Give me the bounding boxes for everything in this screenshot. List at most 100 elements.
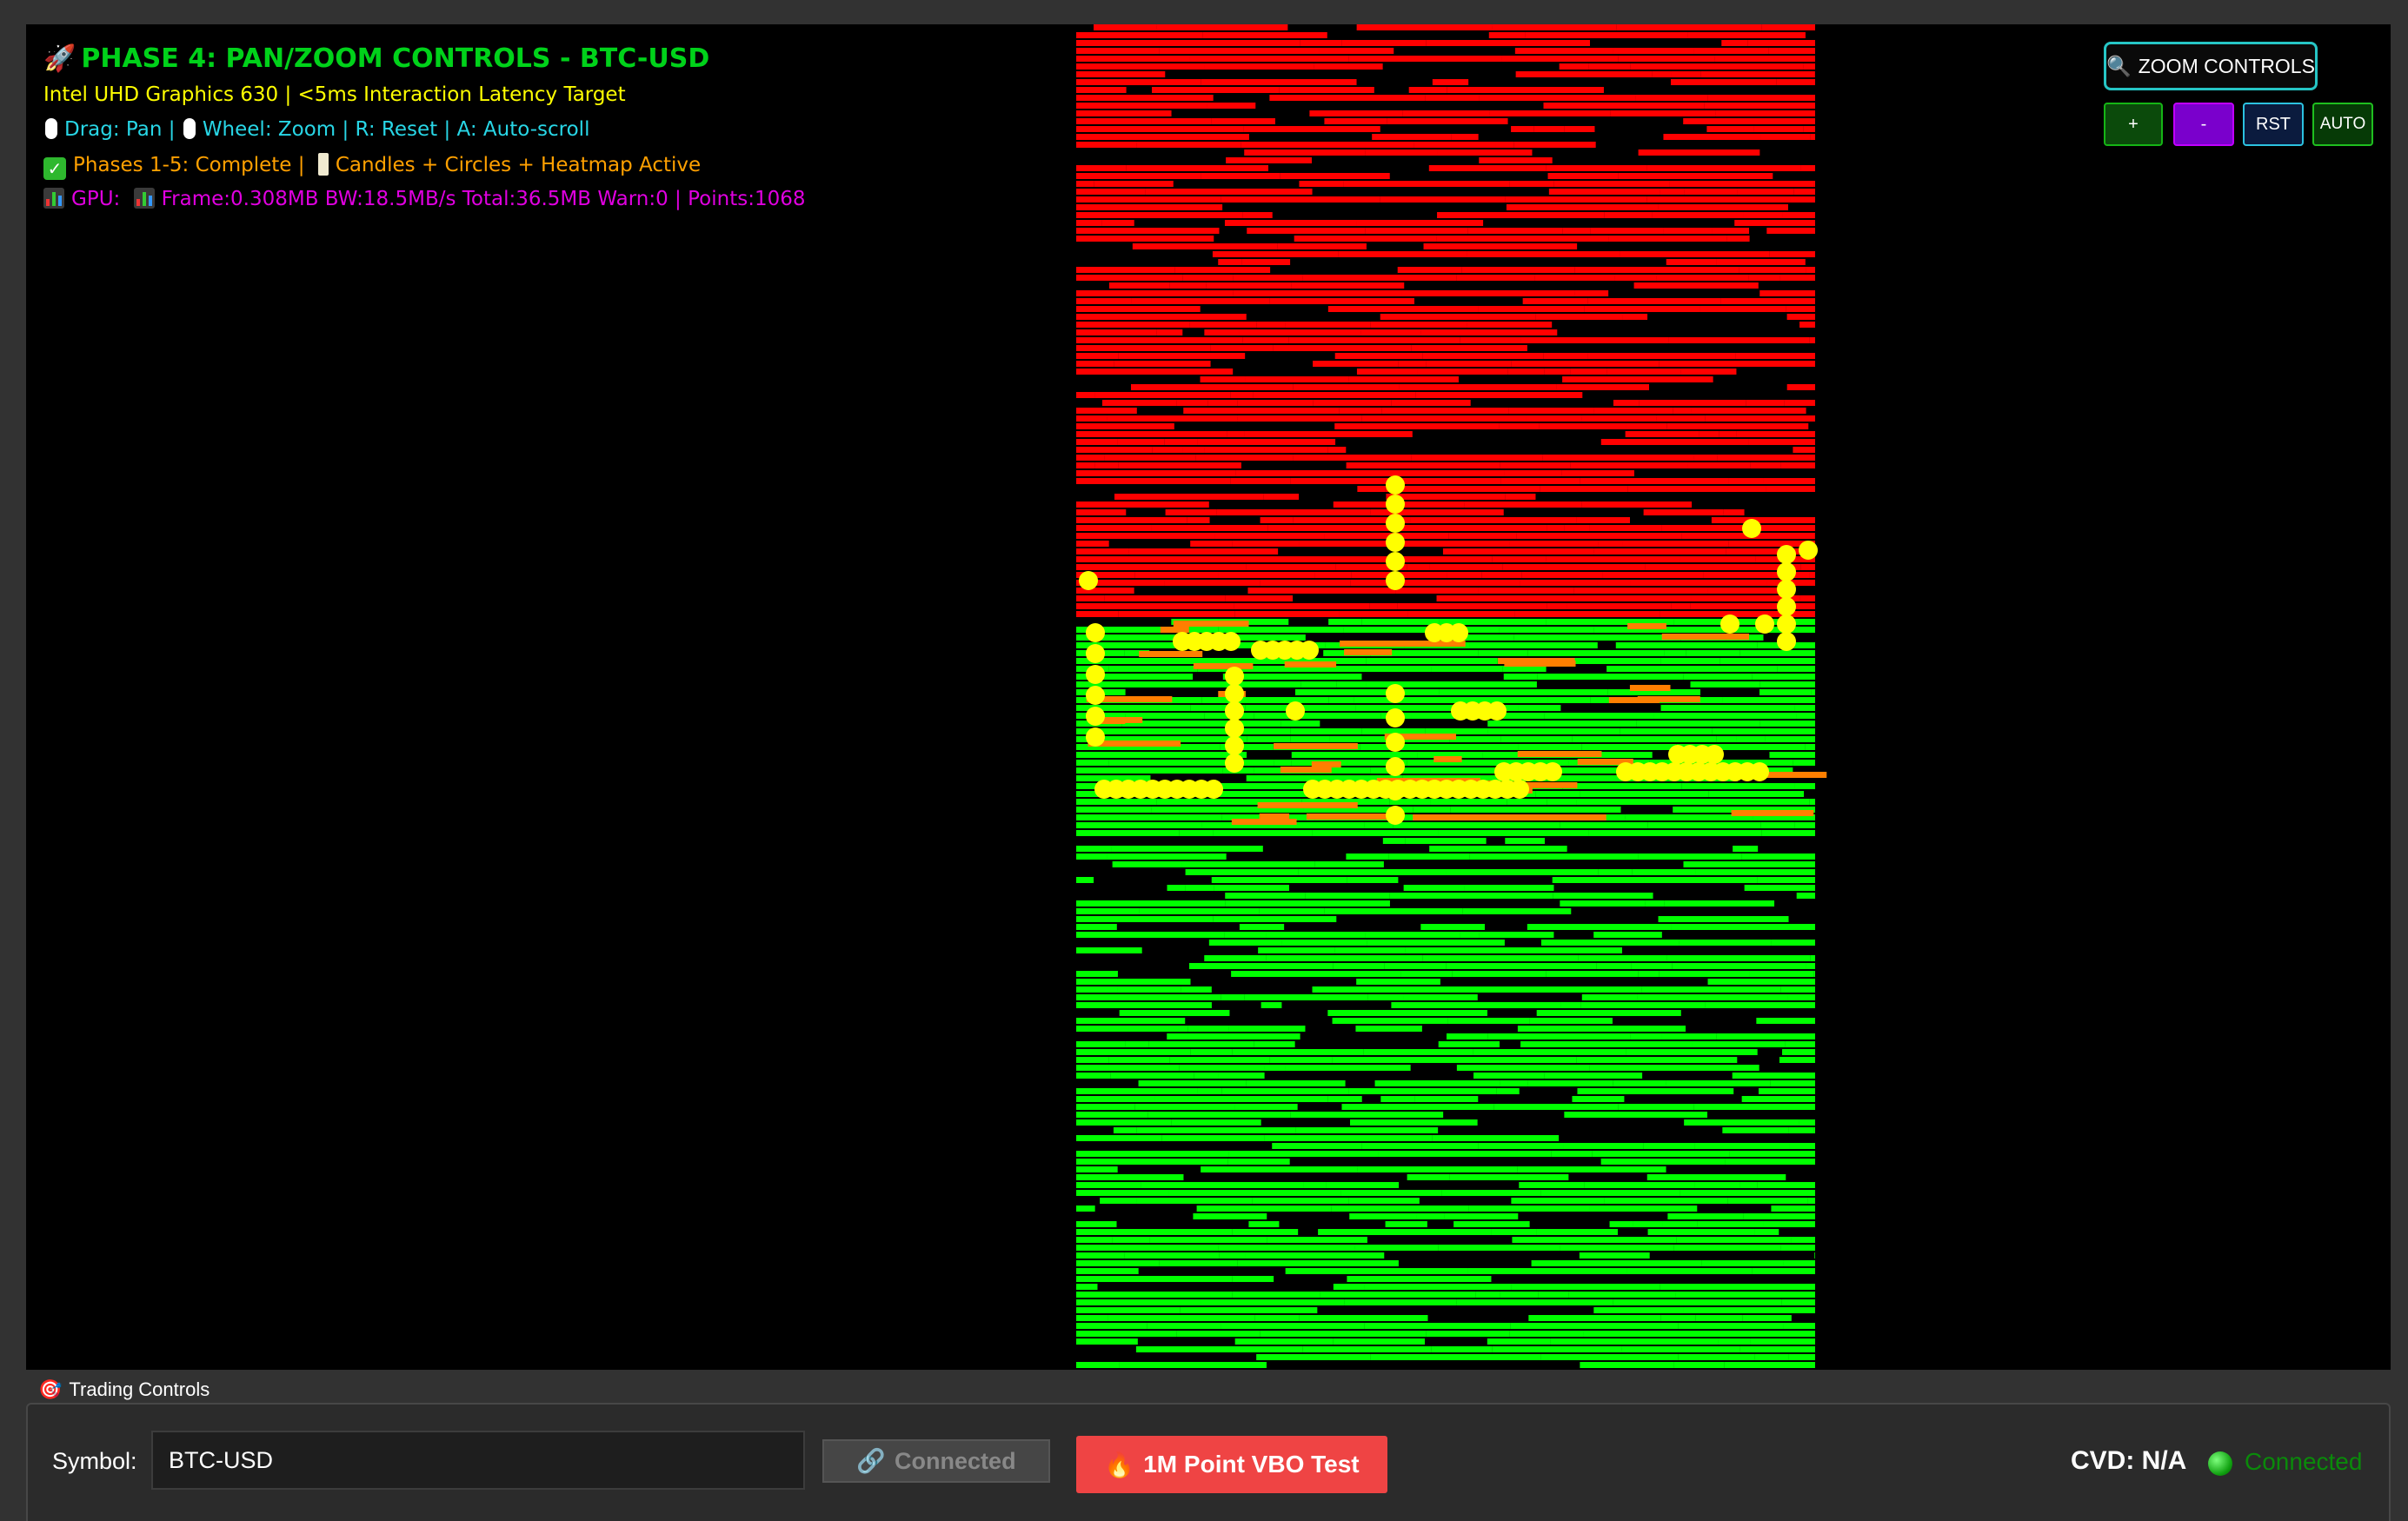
vbo-test-button[interactable]: 🔥 1M Point VBO Test (1076, 1436, 1387, 1493)
connect-button[interactable]: 🔗 Connected (822, 1439, 1050, 1483)
bid-level (1426, 1331, 1510, 1337)
bid-level (1733, 846, 1759, 852)
ask-level (1076, 329, 1157, 335)
bid-level (1604, 1198, 1728, 1204)
bid-level (1107, 853, 1227, 860)
bid-level (1701, 1260, 1784, 1266)
symbol-input[interactable] (151, 1431, 805, 1490)
ask-level (1348, 56, 1502, 62)
ask-level (1588, 63, 1631, 70)
bid-level (1370, 767, 1511, 774)
ask-level (1076, 509, 1127, 515)
bid-level (1232, 1292, 1320, 1298)
ask-level (1737, 189, 1794, 195)
bid-level (1536, 1229, 1618, 1235)
bid-level (1354, 697, 1403, 703)
bid-level (1367, 994, 1404, 1000)
bid-level (1757, 877, 1815, 883)
ask-level (1104, 455, 1196, 461)
zoom-reset-button[interactable]: RST (2243, 103, 2304, 146)
ask-level (1691, 408, 1806, 414)
bid-level (1716, 736, 1737, 742)
bid-level (1167, 885, 1186, 891)
bid-level (1632, 869, 1696, 875)
ask-level (1660, 611, 1815, 617)
trade-circle (1386, 684, 1405, 703)
bid-level (1076, 1331, 1177, 1337)
ask-level (1187, 517, 1210, 523)
bid-level (1355, 705, 1472, 711)
ask-level (1269, 95, 1426, 101)
ask-level (1461, 267, 1575, 273)
orderbook-heatmap[interactable] (26, 24, 2391, 1370)
ask-level (1190, 541, 1233, 547)
ask-level (1356, 369, 1418, 375)
bid-level (1405, 838, 1487, 844)
mid-level (1725, 772, 1827, 778)
ask-level (1159, 48, 1320, 54)
ask-level (1547, 525, 1565, 531)
bid-level (1139, 908, 1260, 914)
trade-circle (1705, 745, 1724, 764)
ask-level (1397, 556, 1493, 562)
bid-level (1403, 885, 1465, 891)
bid-level (1259, 908, 1325, 914)
bid-level (1678, 1323, 1784, 1329)
ask-level (1221, 196, 1380, 203)
ask-level (1600, 439, 1749, 445)
ask-level (1152, 87, 1280, 93)
trade-circle (1300, 641, 1319, 660)
mid-level (1088, 741, 1181, 747)
bid-level (1475, 713, 1545, 719)
ask-level (1520, 337, 1669, 343)
bid-level (1572, 1096, 1625, 1102)
ask-level (1704, 103, 1815, 109)
bid-level (1227, 728, 1291, 734)
bid-level (1076, 752, 1247, 758)
zoom-in-button[interactable]: + (2104, 103, 2163, 146)
bid-level (1147, 1112, 1291, 1118)
bid-level (1221, 994, 1245, 1000)
bid-level (1782, 1049, 1815, 1055)
ask-level (1076, 415, 1108, 422)
bid-level (1695, 1315, 1743, 1321)
bid-level (1580, 791, 1709, 797)
mid-level (1311, 761, 1341, 767)
bid-level (1517, 1166, 1666, 1172)
bid-level (1334, 947, 1406, 953)
auto-scroll-button[interactable]: AUTO (2312, 103, 2373, 146)
chart-canvas[interactable]: 🚀 PHASE 4: PAN/ZOOM CONTROLS - BTC-USD In… (26, 24, 2391, 1370)
ask-level (1076, 353, 1119, 359)
ask-level (1327, 306, 1479, 312)
bid-level (1076, 1135, 1162, 1141)
trade-circle (1799, 541, 1818, 560)
zoom-out-button[interactable]: - (2173, 103, 2234, 146)
ask-level (1341, 40, 1427, 46)
bid-level (1777, 666, 1815, 672)
bid-level (1540, 1354, 1679, 1360)
ask-level (1076, 267, 1175, 273)
ask-level (1479, 95, 1636, 101)
bid-level (1364, 822, 1394, 828)
ask-level (1423, 243, 1578, 249)
ask-level (1076, 541, 1109, 547)
ask-level (1076, 56, 1190, 62)
cvd-value: CVD: N/A (2071, 1446, 2187, 1475)
bid-level (1664, 650, 1686, 656)
bid-level (1681, 783, 1795, 789)
bid-level (1441, 1190, 1541, 1196)
fire-icon: 🔥 (1104, 1451, 1135, 1478)
bid-level (1112, 861, 1182, 867)
ask-level (1269, 298, 1414, 304)
ask-level (1104, 595, 1226, 601)
ask-level (1370, 509, 1504, 515)
ask-level (1780, 462, 1815, 468)
ask-level (1806, 267, 1815, 273)
bid-level (1469, 642, 1598, 648)
ask-level (1666, 423, 1809, 429)
bid-level (1613, 1299, 1782, 1305)
bid-level (1796, 893, 1815, 899)
ask-level (1728, 541, 1815, 547)
ask-level (1235, 470, 1347, 476)
bid-level (1135, 1346, 1303, 1352)
